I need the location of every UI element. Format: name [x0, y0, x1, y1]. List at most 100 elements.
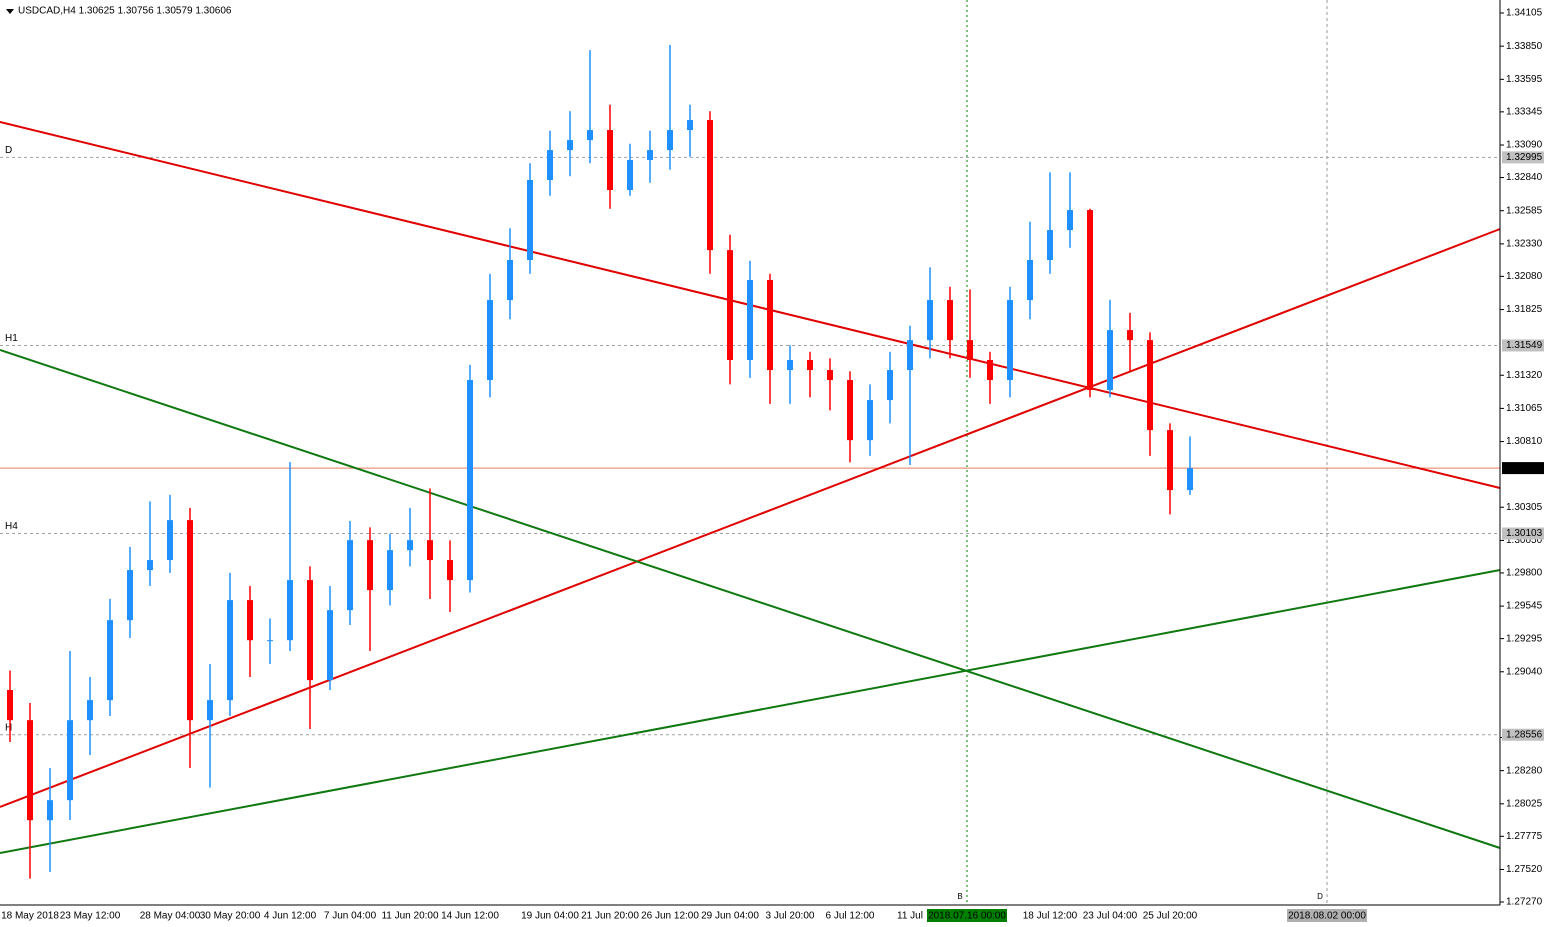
y-tick-label: 1.34105 — [1506, 8, 1543, 19]
candle-body — [467, 380, 473, 581]
candle-body — [1067, 210, 1073, 231]
candle-body — [427, 540, 433, 561]
candle-body — [487, 300, 493, 381]
y-tick-label: 1.28280 — [1506, 765, 1543, 776]
candle-body — [567, 140, 573, 151]
candle-body — [107, 620, 113, 701]
x-tick-label: 7 Jun 04:00 — [324, 911, 377, 922]
candle-body — [847, 380, 853, 441]
level-name: H — [5, 722, 12, 733]
x-tick-label: 18 May 2018 — [1, 911, 59, 922]
candle-body — [687, 120, 693, 131]
level-name: H4 — [5, 521, 18, 532]
x-tick-label: 4 Jun 12:00 — [264, 911, 317, 922]
candle-body — [967, 340, 973, 361]
candle-body — [447, 560, 453, 581]
candle-body — [827, 370, 833, 381]
x-tick-label: 28 May 04:00 — [140, 911, 201, 922]
candle-body — [87, 700, 93, 721]
candle-body — [227, 600, 233, 701]
current-price-box — [1502, 462, 1544, 475]
candle-body — [607, 130, 613, 191]
y-tick-label: 1.30305 — [1506, 502, 1543, 513]
candle-body — [67, 720, 73, 801]
candle-body — [987, 360, 993, 381]
x-tick-label: 29 Jun 04:00 — [701, 911, 759, 922]
candle-body — [1187, 468, 1193, 491]
y-tick-label: 1.32840 — [1506, 172, 1543, 183]
y-tick-label: 1.30810 — [1506, 436, 1543, 447]
candle-body — [47, 800, 53, 821]
candle-body — [27, 720, 33, 821]
trendline — [0, 349, 1501, 849]
candle-body — [927, 300, 933, 341]
candle-body — [187, 520, 193, 721]
candle-body — [787, 360, 793, 371]
period-label-box — [1287, 909, 1367, 922]
candle-body — [1147, 340, 1153, 431]
candle-body — [527, 180, 533, 260]
candle-body — [127, 570, 133, 621]
candle-body — [367, 540, 373, 591]
candle-body — [887, 370, 893, 401]
chart-title: USDCAD,H4 1.30625 1.30756 1.30579 1.3060… — [18, 6, 232, 17]
candle-body — [1087, 210, 1093, 391]
level-price-box — [1502, 151, 1544, 164]
level-name: H1 — [5, 333, 18, 344]
candle-body — [307, 580, 313, 681]
candle-body — [587, 130, 593, 141]
y-tick-label: 1.32330 — [1506, 239, 1543, 250]
x-tick-label: 6 Jul 12:00 — [826, 911, 875, 922]
x-tick-label: 19 Jun 04:00 — [521, 911, 579, 922]
y-tick-label: 1.32080 — [1506, 271, 1543, 282]
candle-body — [147, 560, 153, 571]
x-tick-label: 21 Jun 20:00 — [581, 911, 639, 922]
cursor-label: 2018.07.16 00:00 — [928, 911, 1006, 922]
y-tick-label: 1.31825 — [1506, 304, 1543, 315]
x-tick-label: 14 Jun 12:00 — [441, 911, 499, 922]
candle-body — [747, 280, 753, 361]
y-tick-label: 1.33090 — [1506, 140, 1543, 151]
trendline — [0, 569, 1501, 854]
x-tick-label: 25 Jul 20:00 — [1143, 911, 1198, 922]
level-price: 1.31549 — [1506, 340, 1543, 351]
candle-body — [1107, 330, 1113, 391]
candle-body — [727, 250, 733, 361]
y-tick-label: 1.30050 — [1506, 535, 1543, 546]
y-tick-label: 1.29040 — [1506, 666, 1543, 677]
y-tick-label: 1.32585 — [1506, 205, 1543, 216]
level-price: 1.28556 — [1506, 729, 1543, 740]
menu-triangle[interactable] — [6, 9, 14, 14]
level-price-box — [1502, 339, 1544, 352]
candle-body — [627, 159, 633, 191]
level-price-box — [1502, 728, 1544, 741]
y-tick-label: 1.29545 — [1506, 601, 1543, 612]
period-marker: D — [1317, 892, 1323, 901]
candle-body — [547, 150, 553, 181]
y-tick-label: 1.33345 — [1506, 106, 1543, 117]
y-tick-label: 1.33850 — [1506, 41, 1543, 52]
y-tick-label: 1.29295 — [1506, 633, 1543, 644]
x-tick-label: 23 Jul 04:00 — [1083, 911, 1138, 922]
y-tick-label: 1.28025 — [1506, 798, 1543, 809]
candle-body — [707, 120, 713, 251]
trendline — [0, 228, 1501, 808]
candle-body — [647, 150, 653, 160]
y-tick-label: 1.27775 — [1506, 831, 1543, 842]
x-tick-label: 11 Jun 20:00 — [381, 911, 439, 922]
candle-body — [767, 280, 773, 371]
y-tick-label: 1.27520 — [1506, 864, 1543, 875]
y-tick-label: 1.27270 — [1506, 897, 1543, 908]
candle-body — [807, 360, 813, 371]
candle-body — [1007, 300, 1013, 381]
candle-body — [327, 610, 333, 681]
candle-body — [347, 540, 353, 611]
y-tick-label: 1.29800 — [1506, 568, 1543, 579]
candle-body — [867, 400, 873, 441]
x-tick-label: 18 Jul 12:00 — [1023, 911, 1078, 922]
candle-body — [407, 540, 413, 551]
candle-body — [247, 600, 253, 641]
level-price: 1.30103 — [1506, 528, 1543, 539]
cursor-marker: B — [957, 892, 962, 901]
